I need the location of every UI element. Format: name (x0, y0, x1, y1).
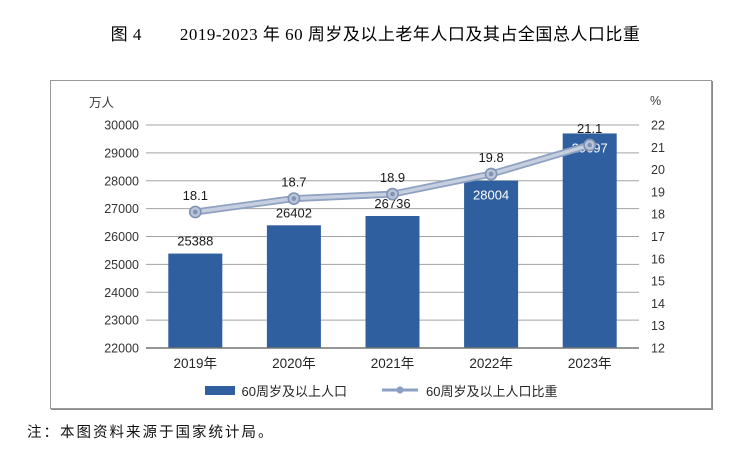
bar (464, 180, 519, 348)
bar-value-label: 26736 (374, 196, 410, 211)
line-value-label: 21.1 (577, 121, 602, 136)
x-axis-category-label: 2022年 (469, 356, 513, 371)
line-marker-core (390, 191, 395, 197)
y-axis-tick-label-right: 12 (651, 342, 665, 356)
legend-item-ratio: 60周岁及以上人口比重 (381, 381, 557, 400)
chart-svg: 22000 23000 24000 25000 26000 27000 28000 29000… (104, 119, 665, 372)
figure-title-text: 2019-2023 年 60 周岁及以上老年人口及其占全国总人口比重 (179, 25, 641, 44)
y-axis-tick-label-right: 14 (651, 297, 665, 311)
y-axis-tick-label-right: 17 (651, 230, 665, 244)
y-axis-tick-label-left: 25000 (104, 258, 139, 272)
y-axis-tick-label-left: 24000 (104, 286, 139, 300)
y-axis-tick-label-right: 19 (651, 185, 665, 199)
line-marker-core (193, 209, 198, 215)
page-title: 图 4 2019-2023 年 60 周岁及以上老年人口及其占全国总人口比重 (0, 20, 751, 45)
x-axis-category-label: 2020年 (272, 356, 316, 371)
y-axis-tick-label-right: 18 (651, 208, 665, 222)
y-axis-tick-label-left: 28000 (104, 174, 139, 188)
line-value-label: 18.1 (183, 188, 208, 203)
x-axis-category-label: 2019年 (174, 356, 218, 371)
y-axis-tick-label-left: 22000 (104, 342, 139, 356)
y-axis-tick-label-left: 29000 (104, 146, 139, 160)
y-axis-tick-label-left: 30000 (104, 119, 139, 133)
legend-label-population: 60周岁及以上人口 (241, 383, 347, 399)
line-marker-core (587, 142, 592, 148)
line-value-label: 19.8 (478, 150, 503, 165)
y-axis-tick-label-right: 13 (651, 319, 665, 333)
left-axis-unit-label: 万人 (89, 96, 115, 110)
chart-frame: 万人 % 22000 23000 24000 25000 26000 27000 28000… (50, 80, 712, 409)
line-value-label: 18.9 (380, 170, 405, 185)
y-axis-tick-label-right: 20 (651, 163, 665, 177)
legend-label-ratio: 60周岁及以上人口比重 (426, 383, 558, 399)
right-axis-unit-label: % (650, 94, 662, 108)
source-note: 注：本图资料来源于国家统计局。 (27, 425, 275, 441)
y-axis-tick-label-right: 15 (651, 275, 665, 289)
x-axis-category-label: 2021年 (371, 356, 415, 371)
bar (365, 215, 420, 348)
y-axis-tick-label-right: 22 (651, 119, 665, 133)
bar (168, 253, 223, 348)
chart-legend: 60周岁及以上人口 60周岁及以上人口比重 (51, 380, 711, 400)
bar (266, 225, 321, 348)
figure-number: 图 4 (110, 25, 142, 44)
bar (562, 133, 617, 348)
line-series-swatch-icon (382, 386, 418, 394)
bar-value-label: 26402 (276, 205, 312, 220)
line-marker-core (488, 171, 494, 177)
bar-series-swatch-icon (204, 385, 235, 395)
line-value-label: 18.7 (281, 175, 306, 190)
x-axis-category-label: 2023年 (568, 356, 612, 371)
bar-value-label: 25388 (177, 234, 213, 249)
y-axis-tick-label-right: 16 (651, 252, 665, 266)
legend-item-population: 60周岁及以上人口 (204, 381, 347, 400)
y-axis-tick-label-left: 23000 (104, 314, 139, 328)
y-axis-tick-label-right: 21 (651, 141, 665, 155)
line-marker-core (291, 196, 297, 201)
y-axis-tick-label-left: 27000 (104, 202, 139, 216)
bar-value-label: 28004 (473, 188, 509, 203)
y-axis-tick-label-left: 26000 (104, 230, 139, 244)
